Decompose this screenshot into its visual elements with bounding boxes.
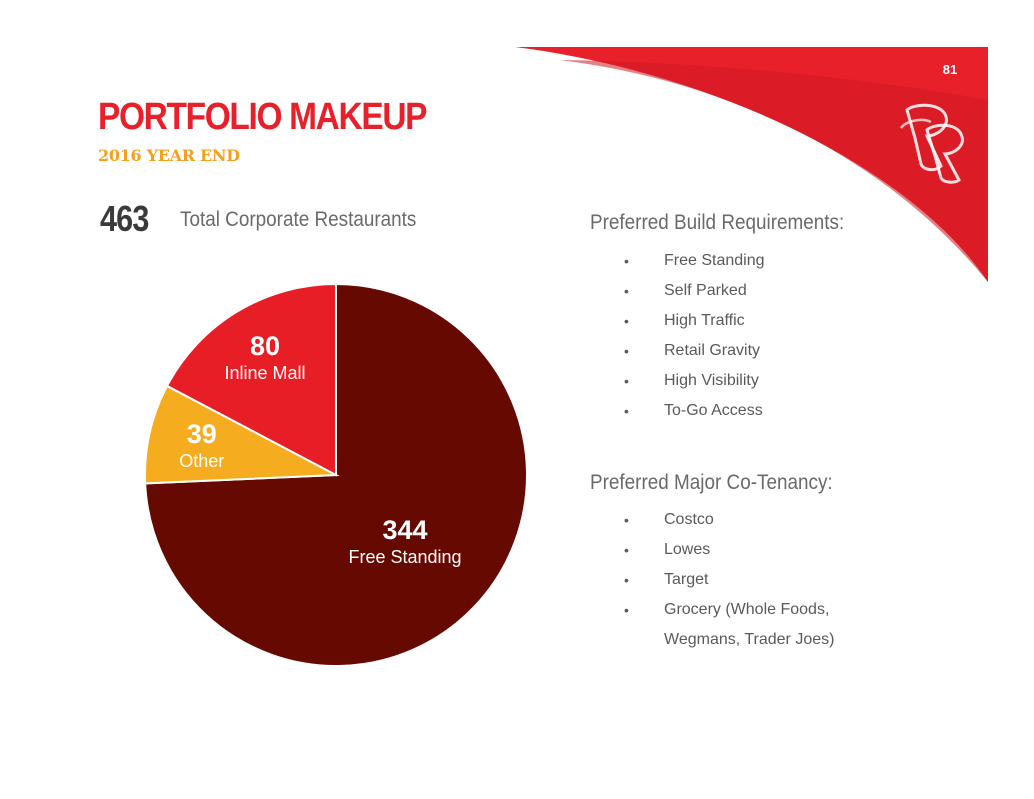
co-tenancy-item: • Target (620, 565, 834, 595)
pie-value-label: 80 (250, 331, 280, 361)
bullet-icon: • (624, 542, 629, 558)
build-requirement-label: Retail Gravity (664, 342, 761, 359)
bullet-icon: • (624, 512, 629, 528)
page-number: 81 (942, 62, 958, 77)
corner-swoosh (515, 47, 988, 282)
build-requirement-label: High Traffic (664, 312, 745, 329)
bullet-icon: • (624, 602, 629, 618)
bullet-icon: • (624, 373, 629, 389)
co-tenancy-item: • Grocery (Whole Foods, (620, 595, 834, 625)
build-requirement-label: High Visibility (664, 372, 759, 389)
co-tenancy-item-continued: Wegmans, Trader Joes) (620, 625, 834, 655)
pie-category-label: Inline Mall (224, 363, 305, 383)
page-subtitle: 2016 YEAR END (98, 146, 240, 165)
build-requirement-item: • Free Standing (620, 246, 765, 276)
pie-category-label: Other (179, 451, 224, 471)
bullet-icon: • (624, 283, 629, 299)
pie-category-label: Free Standing (348, 547, 461, 567)
total-restaurants-label: Total Corporate Restaurants (180, 208, 417, 231)
co-tenancy-item: • Lowes (620, 535, 834, 565)
rr-monogram-icon (900, 103, 964, 184)
build-requirement-item: • High Traffic (620, 306, 765, 336)
co-tenancy-label: Grocery (Whole Foods, (664, 601, 830, 618)
build-requirement-item: • High Visibility (620, 366, 765, 396)
build-requirements-list: • Free Standing • Self Parked • High Traffi… (620, 246, 765, 426)
bullet-icon: • (624, 313, 629, 329)
co-tenancy-label: Lowes (664, 541, 711, 558)
bullet-icon: • (624, 572, 629, 588)
pie-value-label: 344 (382, 515, 427, 545)
build-requirement-label: To-Go Access (664, 402, 763, 419)
pie-slice-other (144, 384, 340, 485)
co-tenancy-label: Target (664, 571, 709, 588)
bullet-icon: • (624, 343, 629, 359)
bullet-icon: • (624, 403, 629, 419)
build-requirement-item: • To-Go Access (620, 396, 765, 426)
co-tenancy-item: • Costco (620, 505, 834, 535)
bullet-icon: • (624, 253, 629, 269)
build-requirement-label: Free Standing (664, 252, 765, 269)
page-title: PORTFOLIO MAKEUP (98, 96, 427, 138)
pie-value-label: 39 (187, 419, 217, 449)
total-restaurants-count: 463 (100, 198, 149, 239)
build-requirement-item: • Retail Gravity (620, 336, 765, 366)
co-tenancy-list: • Costco • Lowes • Target • Grocery (Whole F… (620, 505, 834, 655)
build-requirement-label: Self Parked (664, 282, 747, 299)
co-tenancy-label: Wegmans, Trader Joes) (664, 631, 835, 648)
co-tenancy-label: Costco (664, 511, 714, 528)
pie-slice-inline-mall (165, 282, 337, 477)
build-requirement-item: • Self Parked (620, 276, 765, 306)
co-tenancy-heading: Preferred Major Co-Tenancy: (590, 471, 833, 494)
build-requirements-heading: Preferred Build Requirements: (590, 211, 845, 234)
